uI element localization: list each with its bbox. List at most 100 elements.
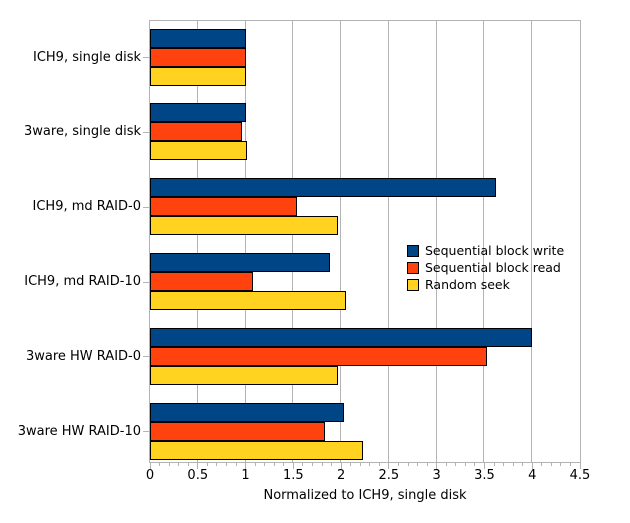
x-axis-minor-tick xyxy=(169,463,170,466)
y-axis-tick xyxy=(143,132,149,133)
legend-swatch-read xyxy=(407,261,419,274)
bar xyxy=(150,440,364,460)
x-axis-minor-tick xyxy=(417,463,418,466)
x-axis-minor-tick xyxy=(408,463,409,466)
bar xyxy=(150,327,533,347)
gridline xyxy=(387,21,389,462)
legend-swatch-write xyxy=(407,244,419,257)
x-axis-minor-tick xyxy=(159,463,160,466)
x-tick-label: 2.5 xyxy=(378,468,400,483)
x-axis-minor-tick xyxy=(494,463,495,466)
bar xyxy=(150,272,254,292)
x-axis-major-tick xyxy=(436,463,437,469)
bar xyxy=(150,28,246,48)
bar xyxy=(150,402,344,422)
gridline xyxy=(435,21,437,462)
x-axis-major-tick xyxy=(580,463,581,469)
x-axis-minor-tick xyxy=(274,463,275,466)
x-axis-minor-tick xyxy=(302,463,303,466)
x-tick-label: 2 xyxy=(336,468,346,483)
x-axis-major-tick xyxy=(388,463,389,469)
x-axis-minor-tick xyxy=(322,463,323,466)
x-axis-minor-tick xyxy=(522,463,523,466)
x-axis-minor-tick xyxy=(570,463,571,466)
legend-label: Sequential block read xyxy=(425,260,561,275)
category-label: ICH9, single disk xyxy=(32,49,141,65)
legend-item: Sequential block write xyxy=(407,242,564,259)
x-axis-minor-tick xyxy=(503,463,504,466)
gridline xyxy=(531,21,533,462)
plot-area xyxy=(149,20,581,463)
x-axis-minor-tick xyxy=(379,463,380,466)
x-axis-minor-tick xyxy=(236,463,237,466)
x-axis-major-tick xyxy=(341,463,342,469)
category-label: 3ware, single disk xyxy=(24,124,141,140)
x-axis-minor-tick xyxy=(350,463,351,466)
x-axis-minor-tick xyxy=(216,463,217,466)
x-axis-minor-tick xyxy=(513,463,514,466)
x-axis-minor-tick xyxy=(560,463,561,466)
x-axis-minor-tick xyxy=(178,463,179,466)
legend-swatch-seek xyxy=(407,278,419,291)
bar xyxy=(150,291,346,311)
bar xyxy=(150,141,247,161)
x-axis-minor-tick xyxy=(427,463,428,466)
legend-item: Sequential block read xyxy=(407,259,564,276)
bar xyxy=(150,216,339,236)
x-axis-minor-tick xyxy=(207,463,208,466)
x-axis-minor-tick xyxy=(551,463,552,466)
gridline xyxy=(292,21,294,462)
bar xyxy=(150,47,246,67)
x-axis-minor-tick xyxy=(369,463,370,466)
x-axis-major-tick xyxy=(484,463,485,469)
y-axis-tick xyxy=(143,431,149,432)
x-tick-label: 3 xyxy=(432,468,441,483)
category-label: 3ware HW RAID-0 xyxy=(25,348,141,364)
x-axis-minor-tick xyxy=(312,463,313,466)
x-tick-label: 4 xyxy=(528,468,537,483)
x-axis-minor-tick xyxy=(541,463,542,466)
bar xyxy=(150,66,246,86)
legend: Sequential block write Sequential block r… xyxy=(407,242,564,293)
x-axis-title: Normalized to ICH9, single disk xyxy=(263,488,467,503)
x-axis-minor-tick xyxy=(188,463,189,466)
legend-label: Random seek xyxy=(425,277,510,292)
x-tick-label: 3.5 xyxy=(474,468,495,483)
x-axis-minor-tick xyxy=(331,463,332,466)
x-axis-minor-tick xyxy=(360,463,361,466)
x-tick-label: 4.5 xyxy=(569,468,591,483)
x-axis-minor-tick xyxy=(255,463,256,466)
legend-item: Random seek xyxy=(407,276,564,293)
bar xyxy=(150,122,242,142)
bar xyxy=(150,253,330,273)
x-axis-major-tick xyxy=(245,463,246,469)
gridline xyxy=(196,21,198,462)
x-axis-minor-tick xyxy=(474,463,475,466)
x-axis-minor-tick xyxy=(226,463,227,466)
x-axis-major-tick xyxy=(150,463,151,469)
x-axis-major-tick xyxy=(293,463,294,469)
gridline xyxy=(340,21,342,462)
legend-label: Sequential block write xyxy=(425,243,565,258)
gridline xyxy=(244,21,246,462)
x-axis-minor-tick xyxy=(398,463,399,466)
gridline xyxy=(483,21,485,462)
x-axis-minor-tick xyxy=(264,463,265,466)
category-label: ICH9, md RAID-10 xyxy=(24,274,141,290)
x-tick-label: 1.5 xyxy=(282,468,304,483)
x-axis-minor-tick xyxy=(283,463,284,466)
x-axis-minor-tick xyxy=(455,463,456,466)
category-label: 3ware HW RAID-10 xyxy=(17,423,141,439)
y-axis-tick xyxy=(143,207,149,208)
x-axis-minor-tick xyxy=(465,463,466,466)
y-axis-tick xyxy=(143,282,149,283)
bar xyxy=(150,197,298,217)
x-axis-major-tick xyxy=(197,463,198,469)
bar xyxy=(150,421,325,441)
bar xyxy=(150,103,246,123)
category-label: ICH9, md RAID-0 xyxy=(32,199,141,215)
x-axis-major-tick xyxy=(532,463,533,469)
x-tick-label: 1 xyxy=(241,468,250,483)
x-axis-minor-tick xyxy=(446,463,447,466)
